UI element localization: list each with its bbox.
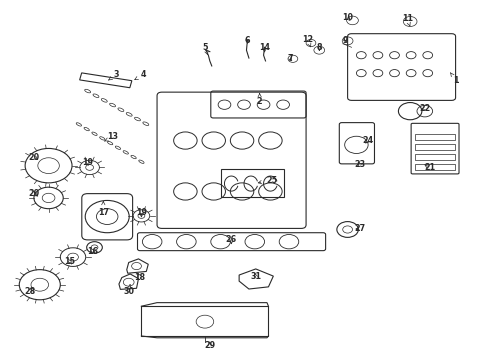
Text: 20: 20	[28, 189, 40, 198]
Text: 16: 16	[87, 247, 98, 256]
Text: 11: 11	[402, 14, 413, 26]
Text: 9: 9	[343, 36, 348, 45]
Text: 20: 20	[28, 153, 40, 162]
Text: 1: 1	[451, 73, 459, 85]
Bar	[415, 144, 455, 150]
Text: 22: 22	[419, 104, 430, 113]
Text: 29: 29	[204, 341, 216, 350]
Bar	[415, 134, 455, 140]
Text: 7: 7	[287, 54, 293, 63]
Text: 4: 4	[135, 71, 146, 80]
Bar	[415, 164, 455, 170]
Text: 25: 25	[258, 176, 277, 185]
Text: 19: 19	[82, 158, 93, 167]
Text: 24: 24	[363, 136, 374, 145]
Text: 23: 23	[354, 161, 366, 170]
Text: 3: 3	[109, 71, 119, 80]
Text: 15: 15	[65, 257, 75, 266]
Text: 5: 5	[202, 43, 208, 55]
Text: 27: 27	[354, 224, 366, 233]
Text: 14: 14	[259, 43, 270, 52]
Text: 30: 30	[123, 284, 134, 296]
Text: 8: 8	[317, 43, 322, 52]
Text: 21: 21	[424, 163, 435, 172]
Bar	[415, 154, 455, 160]
Bar	[220, 169, 284, 197]
Text: 2: 2	[257, 94, 263, 105]
Text: 17: 17	[98, 202, 109, 217]
Text: 6: 6	[245, 36, 250, 45]
Text: 18: 18	[134, 273, 146, 282]
Text: 28: 28	[24, 287, 36, 296]
Text: 10: 10	[342, 13, 353, 22]
Text: 26: 26	[226, 235, 237, 244]
Text: 19: 19	[136, 208, 147, 217]
Text: 12: 12	[302, 35, 313, 47]
Text: 13: 13	[105, 132, 119, 141]
Text: 31: 31	[250, 271, 261, 280]
